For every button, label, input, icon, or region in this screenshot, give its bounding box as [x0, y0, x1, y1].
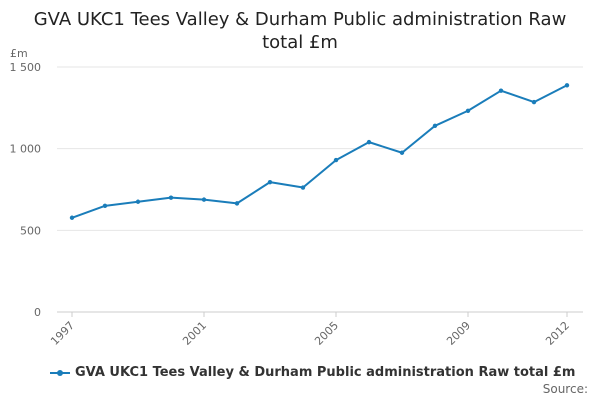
legend-line-marker-icon	[50, 367, 70, 379]
x-tick-label: 2001	[180, 319, 209, 348]
y-tick-label: 1 000	[10, 143, 42, 156]
chart-title-line-1: GVA UKC1 Tees Valley & Durham Public adm…	[33, 9, 567, 30]
data-point	[201, 197, 207, 202]
x-tick-label: 1997	[48, 319, 77, 348]
legend-label: GVA UKC1 Tees Valley & Durham Public adm…	[75, 365, 576, 380]
x-tick-label: 2009	[444, 319, 473, 348]
data-point	[531, 99, 537, 105]
data-point	[399, 150, 405, 155]
data-point	[300, 185, 306, 190]
data-point	[333, 157, 339, 163]
y-tick-label: 1 500	[10, 61, 42, 74]
data-point	[432, 123, 438, 128]
y-axis: £m 0 500 1 000 1 500	[10, 47, 42, 319]
data-point	[102, 203, 108, 209]
y-tick-label: 0	[34, 306, 41, 319]
gridlines	[57, 66, 583, 313]
series-line	[71, 84, 568, 219]
chart-title-line-2: total £m	[262, 32, 338, 53]
x-tick-label: 2005	[312, 319, 341, 348]
source-label: Source:	[542, 382, 588, 396]
data-point	[69, 215, 75, 220]
data-point	[498, 88, 504, 93]
data-point	[267, 179, 273, 185]
y-axis-label: £m	[10, 47, 28, 60]
chart-title: GVA UKC1 Tees Valley & Durham Public adm…	[0, 8, 600, 54]
data-point	[564, 83, 570, 88]
data-point	[168, 195, 174, 200]
x-axis: 1997 2001 2005 2009 2012	[48, 312, 572, 348]
x-tick-label: 2012	[543, 319, 572, 348]
data-point	[135, 199, 141, 204]
y-tick-label: 500	[20, 224, 41, 237]
data-point	[465, 108, 471, 113]
series-group	[69, 83, 570, 220]
data-point	[366, 139, 372, 145]
data-point	[234, 201, 240, 206]
legend[interactable]: GVA UKC1 Tees Valley & Durham Public adm…	[50, 365, 575, 380]
